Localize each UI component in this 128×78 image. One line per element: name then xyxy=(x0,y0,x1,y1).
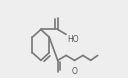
Text: O: O xyxy=(72,67,77,76)
Text: HO: HO xyxy=(67,35,78,44)
